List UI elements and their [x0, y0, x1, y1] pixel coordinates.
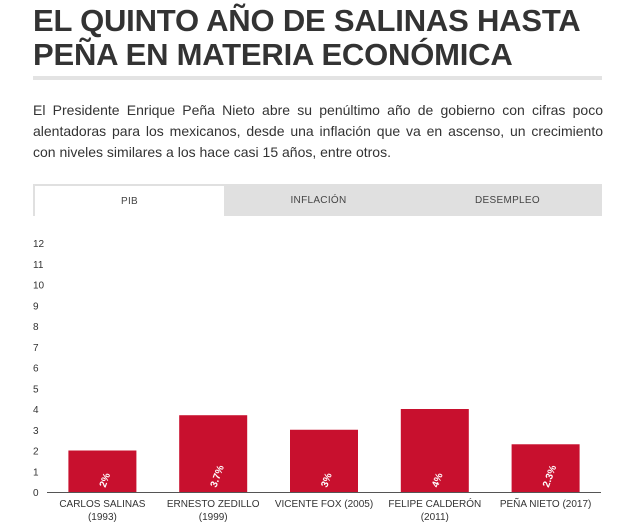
x-category-label: (1993) — [88, 512, 117, 523]
title-divider — [33, 76, 602, 80]
y-tick-label: 1 — [33, 467, 39, 478]
bar-data-label: 2% — [98, 472, 113, 489]
bar[interactable] — [400, 409, 469, 492]
x-category-label: (1999) — [199, 512, 228, 523]
x-category-label: FELIPE CALDERÓN — [388, 497, 481, 510]
bar[interactable] — [290, 429, 358, 492]
y-tick-label: 6 — [33, 364, 39, 375]
bar[interactable] — [511, 444, 580, 492]
bar-data-label: 4% — [430, 472, 445, 489]
tab-pib[interactable]: PIB — [34, 185, 224, 216]
bar-data-label: 3% — [319, 472, 334, 489]
y-tick-label: 3 — [33, 426, 39, 437]
y-tick-label: 10 — [33, 281, 45, 292]
bar[interactable] — [68, 450, 137, 493]
x-category-label: (2011) — [421, 512, 449, 523]
y-tick-label: 11 — [33, 260, 44, 271]
tab-inflacion[interactable]: INFLACIÓN — [290, 194, 347, 206]
bar[interactable] — [179, 415, 248, 492]
y-tick-label: 8 — [33, 322, 39, 333]
y-tick-label: 0 — [33, 488, 39, 499]
intro-paragraph: El Presidente Enrique Peña Nieto abre su… — [33, 102, 603, 160]
y-tick-label: 2 — [33, 447, 39, 458]
x-category-label: CARLOS SALINAS — [59, 499, 145, 510]
x-category-label: PEÑA NIETO (2017) — [500, 497, 592, 510]
y-tick-label: 5 — [33, 384, 39, 395]
page-title: EL QUINTO AÑO DE SALINAS HASTA PEÑA EN M… — [33, 3, 580, 72]
chart-tabs: PIB INFLACIÓN DESEMPLEO — [33, 184, 602, 216]
y-tick-label: 9 — [33, 301, 39, 312]
y-tick-label: 7 — [33, 343, 39, 354]
tab-desempleo[interactable]: DESEMPLEO — [475, 194, 540, 206]
x-category-label: ERNESTO ZEDILLO — [167, 499, 260, 510]
y-tick-label: 4 — [33, 405, 39, 416]
x-category-label: VICENTE FOX (2005) — [275, 499, 373, 510]
y-tick-label: 12 — [33, 239, 45, 250]
